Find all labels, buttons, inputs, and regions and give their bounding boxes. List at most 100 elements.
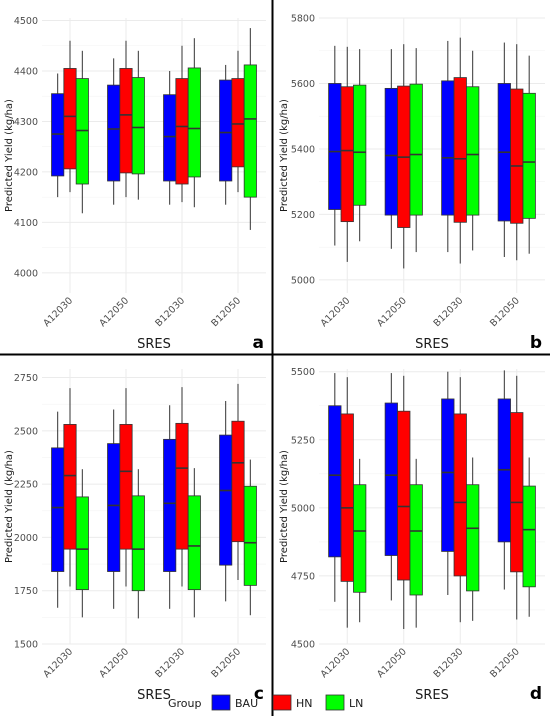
x-tick-label: A12030 bbox=[319, 646, 353, 680]
box-body bbox=[353, 484, 367, 593]
box-HN-B12030 bbox=[453, 377, 467, 623]
y-tick-label: 5800 bbox=[291, 14, 315, 25]
box-body bbox=[219, 79, 233, 182]
box-HN-B12050 bbox=[510, 375, 524, 620]
x-tick-label: B12050 bbox=[488, 646, 522, 680]
box-LN-A12050 bbox=[409, 48, 423, 253]
legend-title: Group bbox=[168, 697, 202, 710]
box-HN-A12030 bbox=[63, 40, 77, 193]
box-body bbox=[107, 443, 121, 572]
y-tick-label: 1750 bbox=[14, 586, 38, 597]
box-body bbox=[175, 78, 189, 185]
legend-key-ln bbox=[325, 694, 345, 711]
y-tick-label: 1500 bbox=[14, 640, 38, 651]
box-body bbox=[328, 83, 342, 210]
box-BAU-A12030 bbox=[51, 411, 65, 608]
panel-c: 1500 1750 2000 2250 2500 2750 A12030 A12050 B120… bbox=[4, 369, 266, 704]
y-tick-label: 4400 bbox=[14, 66, 38, 77]
x-axis-title: SRES bbox=[415, 688, 449, 703]
legend-key-bau bbox=[211, 694, 231, 711]
box-BAU-B12030 bbox=[441, 371, 455, 595]
y-tick-label: 4500 bbox=[291, 640, 315, 651]
box-HN-B12030 bbox=[175, 45, 189, 203]
box-body bbox=[510, 88, 524, 224]
box-LN-A12030 bbox=[75, 50, 89, 214]
panel-letter: a bbox=[253, 333, 264, 353]
y-tick-label: 5000 bbox=[291, 275, 315, 286]
legend-label-bau: BAU bbox=[235, 697, 258, 710]
box-body bbox=[175, 422, 189, 550]
box-BAU-A12050 bbox=[384, 49, 398, 249]
box-BAU-A12050 bbox=[107, 58, 121, 205]
legend-label-hn: HN bbox=[296, 697, 313, 710]
y-tick-label: 2250 bbox=[14, 480, 38, 491]
y-tick-label: 4300 bbox=[14, 117, 38, 128]
box-LN-A12030 bbox=[353, 458, 367, 623]
box-HN-A12030 bbox=[63, 388, 77, 587]
panel-letter: b bbox=[530, 333, 542, 353]
x-tick-label: A12050 bbox=[375, 646, 409, 680]
box-BAU-A12030 bbox=[51, 73, 65, 198]
x-tick-label: B12030 bbox=[432, 295, 466, 329]
box-BAU-B12030 bbox=[441, 40, 455, 253]
y-tick-label: 4500 bbox=[14, 16, 38, 27]
box-LN-B12050 bbox=[243, 459, 257, 616]
y-tick-label: 5200 bbox=[291, 210, 315, 221]
box-HN-B12030 bbox=[175, 387, 189, 587]
y-tick-label: 2500 bbox=[14, 426, 38, 437]
y-tick-label: 4200 bbox=[14, 167, 38, 178]
panel-d: 4500 4750 5000 5250 5500 A12030 A12050 B12030 B1… bbox=[279, 367, 545, 704]
y-tick-label: 2750 bbox=[14, 373, 38, 384]
x-tick-label: B12050 bbox=[209, 295, 243, 329]
box-body bbox=[453, 77, 467, 223]
box-body bbox=[453, 413, 467, 577]
x-tick-label: B12030 bbox=[432, 646, 466, 680]
box-body bbox=[243, 64, 257, 198]
box-body bbox=[231, 420, 245, 543]
box-LN-A12050 bbox=[409, 458, 423, 628]
box-body bbox=[409, 83, 423, 216]
x-axis-title: SRES bbox=[137, 688, 171, 703]
box-body bbox=[131, 77, 145, 175]
box-body bbox=[107, 84, 121, 182]
box-body bbox=[163, 438, 177, 572]
box-body bbox=[328, 405, 342, 558]
box-BAU-B12050 bbox=[219, 64, 233, 205]
y-tick-label: 5000 bbox=[291, 503, 315, 514]
box-body bbox=[63, 68, 77, 170]
y-tick-label: 4750 bbox=[291, 571, 315, 582]
box-body bbox=[340, 86, 354, 223]
y-axis-title: Predicted Yield (kg/ha) bbox=[279, 450, 290, 563]
box-HN-A12050 bbox=[397, 375, 411, 630]
x-tick-label: B12050 bbox=[488, 295, 522, 329]
box-HN-B12050 bbox=[231, 383, 245, 581]
box-HN-B12050 bbox=[231, 50, 245, 193]
x-tick-label: B12050 bbox=[209, 646, 243, 680]
box-HN-A12030 bbox=[340, 377, 354, 628]
box-body bbox=[466, 484, 480, 592]
y-tick-label: 5500 bbox=[291, 367, 315, 378]
box-body bbox=[163, 94, 177, 182]
box-body bbox=[187, 67, 201, 178]
box-body bbox=[522, 92, 536, 219]
box-LN-B12050 bbox=[522, 457, 536, 617]
box-body bbox=[510, 412, 524, 573]
box-BAU-B12050 bbox=[497, 370, 511, 590]
x-axis-title: SRES bbox=[415, 337, 449, 352]
legend-label-ln: LN bbox=[349, 697, 363, 710]
y-axis-title: Predicted Yield (kg/ha) bbox=[4, 99, 15, 212]
box-body bbox=[340, 413, 354, 582]
box-body bbox=[119, 424, 133, 550]
box-body bbox=[441, 398, 455, 552]
legend-key-hn bbox=[272, 694, 292, 711]
box-BAU-B12030 bbox=[163, 405, 177, 609]
box-body bbox=[409, 484, 423, 596]
y-tick-label: 4100 bbox=[14, 218, 38, 229]
box-body bbox=[384, 87, 398, 216]
box-LN-A12050 bbox=[131, 469, 145, 619]
y-tick-label: 4000 bbox=[14, 268, 38, 279]
box-body bbox=[243, 485, 257, 586]
box-HN-B12030 bbox=[453, 37, 467, 264]
box-LN-A12030 bbox=[75, 469, 89, 618]
x-tick-label: A12030 bbox=[41, 646, 75, 680]
